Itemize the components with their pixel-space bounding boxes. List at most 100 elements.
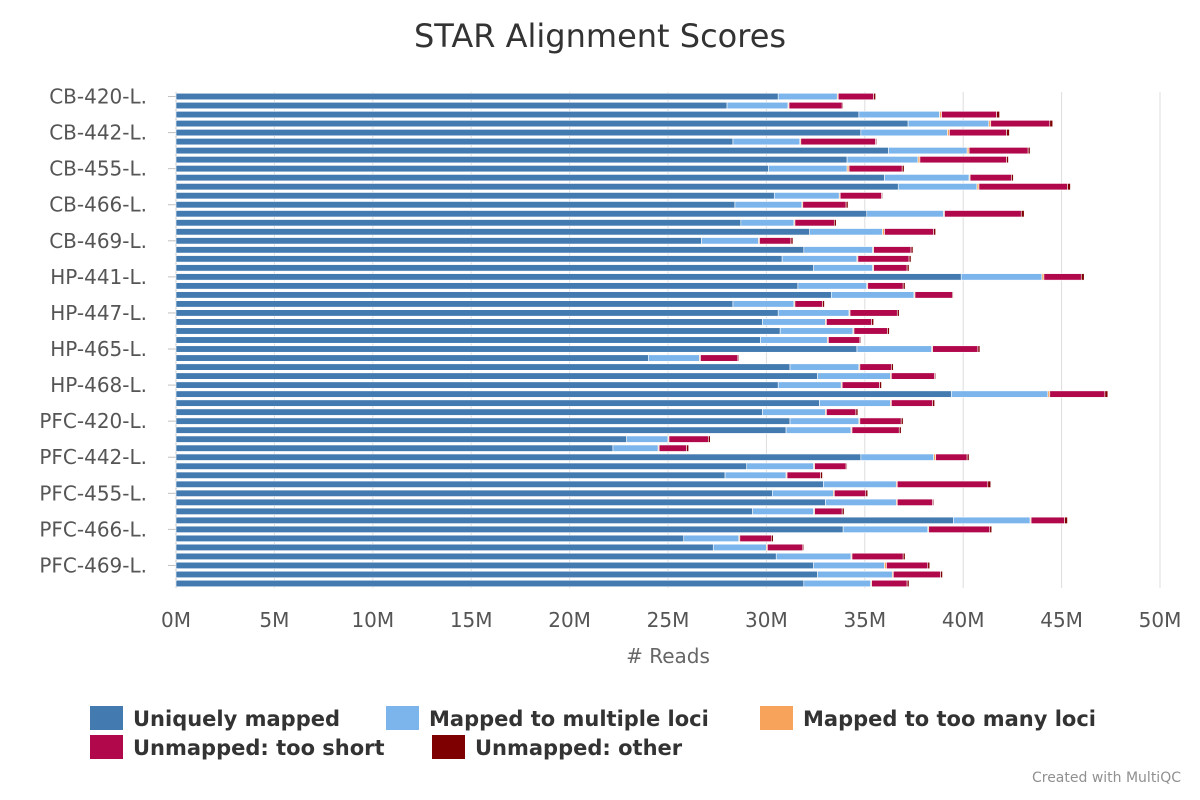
bar-segment[interactable] [841,101,844,110]
bar-segment[interactable] [837,92,874,101]
bar-segment[interactable] [949,129,1007,137]
bar-segment[interactable] [700,354,739,362]
bar-segment[interactable] [873,246,912,254]
bar-segment[interactable] [817,570,893,579]
bar-segment[interactable] [175,417,791,425]
bar-segment[interactable] [175,552,777,560]
bar-segment[interactable] [1030,516,1065,524]
bar-segment[interactable] [935,453,968,461]
bar-segment[interactable] [175,246,805,254]
bar-segment[interactable] [846,156,919,164]
bar-segment[interactable] [775,552,852,560]
bar-segment[interactable] [814,462,847,470]
bar-segment[interactable] [175,426,787,434]
bar-segment[interactable] [853,327,888,335]
bar-segment[interactable] [794,219,835,227]
bar-segment[interactable] [898,426,902,434]
bar-segment[interactable] [826,408,857,416]
bar-segment[interactable] [839,192,882,200]
bar-segment[interactable] [701,237,759,245]
bar-segment[interactable] [683,534,740,542]
bar-segment[interactable] [175,390,952,398]
bar-segment[interactable] [884,174,970,182]
bar-segment[interactable] [934,372,936,380]
bar-segment[interactable] [1027,147,1031,155]
bar-segment[interactable] [851,552,904,560]
bar-segment[interactable] [175,345,858,353]
bar-segment[interactable] [845,462,848,470]
bar-segment[interactable] [907,120,990,128]
bar-segment[interactable] [175,354,649,362]
bar-segment[interactable] [739,534,772,542]
bar-segment[interactable] [762,318,826,326]
bar-segment[interactable] [1067,183,1071,191]
bar-segment[interactable] [875,138,877,146]
bar-segment[interactable] [175,219,742,227]
bar-segment[interactable] [175,399,820,407]
bar-segment[interactable] [175,282,799,290]
bar-segment[interactable] [658,444,687,452]
bar-segment[interactable] [175,435,627,443]
bar-segment[interactable] [1011,174,1014,182]
bar-segment[interactable] [726,101,789,110]
bar-segment[interactable] [175,273,962,281]
bar-segment[interactable] [906,579,910,588]
bar-segment[interactable] [952,291,954,299]
bar-segment[interactable] [175,462,748,470]
bar-segment[interactable] [175,498,826,506]
bar-segment[interactable] [175,543,714,551]
bar-segment[interactable] [1104,390,1109,398]
bar-segment[interactable] [648,354,700,362]
bar-segment[interactable] [777,309,850,317]
bar-segment[interactable] [884,228,934,236]
bar-segment[interactable] [822,300,825,308]
bar-segment[interactable] [866,210,944,218]
bar-segment[interactable] [860,453,934,461]
bar-segment[interactable] [175,300,734,308]
bar-segment[interactable] [809,228,883,236]
bar-segment[interactable] [1064,516,1068,524]
bar-segment[interactable] [865,489,869,497]
bar-segment[interactable] [906,264,910,272]
bar-segment[interactable] [902,282,906,290]
bar-segment[interactable] [773,192,840,200]
bar-segment[interactable] [1043,273,1082,281]
bar-segment[interactable] [759,237,792,245]
bar-segment[interactable] [175,255,783,263]
bar-segment[interactable] [896,309,900,317]
bar-segment[interactable] [1020,210,1025,218]
bar-segment[interactable] [732,300,795,308]
bar-segment[interactable] [1049,390,1106,398]
bar-segment[interactable] [612,444,659,452]
bar-segment[interactable] [820,471,823,479]
legend-item-label[interactable]: Unmapped: other [475,736,683,760]
bar-segment[interactable] [777,381,842,389]
bar-segment[interactable] [859,417,902,425]
bar-segment[interactable] [933,228,936,236]
legend-item-label[interactable]: Unmapped: too short [133,736,385,760]
bar-segment[interactable] [896,480,989,488]
bar-segment[interactable] [781,255,858,263]
bar-segment[interactable] [789,417,860,425]
bar-segment[interactable] [175,372,818,380]
bar-segment[interactable] [879,381,882,389]
bar-segment[interactable] [881,192,883,200]
bar-segment[interactable] [785,426,852,434]
bar-segment[interactable] [860,129,948,137]
bar-segment[interactable] [794,300,823,308]
bar-segment[interactable] [1006,156,1009,164]
bar-segment[interactable] [841,381,880,389]
bar-segment[interactable] [803,246,873,254]
bar-segment[interactable] [175,516,954,524]
bar-segment[interactable] [932,399,935,407]
bar-segment[interactable] [871,579,908,588]
bar-segment[interactable] [734,201,803,209]
bar-segment[interactable] [668,435,709,443]
bar-segment[interactable] [175,318,763,326]
bar-segment[interactable] [779,327,854,335]
bar-segment[interactable] [819,399,891,407]
bar-segment[interactable] [777,92,838,101]
bar-segment[interactable] [825,498,897,506]
bar-segment[interactable] [960,273,1043,281]
legend-swatch[interactable] [760,706,793,730]
